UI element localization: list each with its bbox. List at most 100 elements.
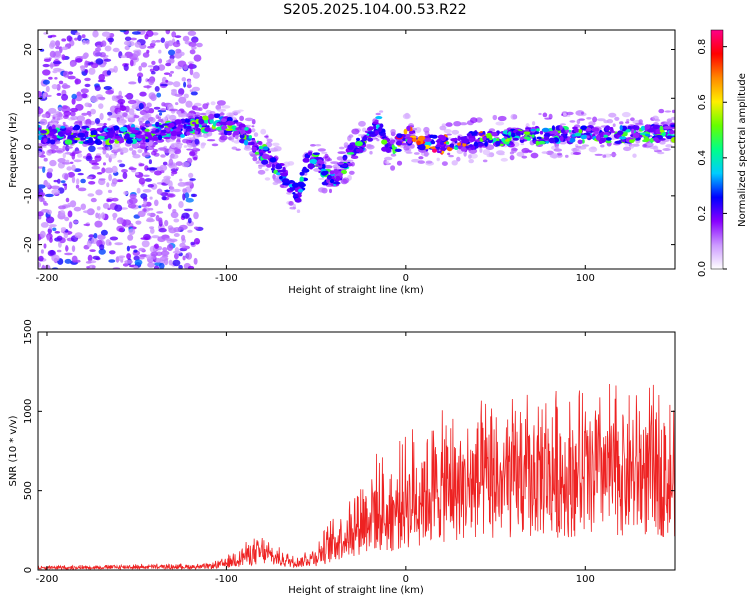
spectrogram-noise-blob (103, 122, 107, 126)
spectrogram-band-blob (97, 135, 105, 140)
spectrogram-band-blob (436, 150, 442, 154)
spectrogram-noise-blob (96, 206, 101, 211)
spectrogram-halo-blob (193, 102, 202, 107)
spectrogram-band-blob (74, 137, 81, 141)
spectrogram-noise-blob (111, 178, 118, 185)
spectrogram-band-blob (165, 126, 171, 132)
spectrogram-noise-blob (120, 55, 127, 58)
spectrogram-band-blob (80, 137, 87, 141)
spectrogram-band-blob (204, 127, 211, 132)
spectrogram-band-blob (208, 113, 215, 120)
spectrogram-noise-blob (123, 40, 130, 46)
spectrogram-band-blob (621, 139, 626, 143)
spectrogram-band-blob (531, 134, 535, 138)
spectrogram-noise-blob (65, 244, 69, 252)
spectrogram-noise-blob (193, 54, 202, 62)
spectrogram-noise-blob (43, 202, 49, 206)
spectrogram-halo-blob (62, 121, 66, 126)
spectrogram-band-blob (64, 139, 73, 145)
spectrogram-halo-blob (317, 148, 326, 152)
spectrogram-band-blob (239, 133, 245, 139)
spectrogram-band-blob (125, 139, 133, 144)
spectrogram-band-blob (604, 125, 611, 132)
spectrogram-noise-blob (187, 61, 194, 65)
spectrogram-band-blob (596, 134, 601, 141)
spectrogram-noise-blob (185, 252, 193, 260)
spectrogram-noise-blob (48, 224, 57, 228)
spectrogram-noise-blob (92, 50, 101, 57)
spectrogram-halo-blob (588, 121, 596, 126)
spectrogram-noise-blob (116, 179, 124, 183)
spectrogram-band-blob (201, 115, 209, 121)
spectrogram-band-blob (95, 127, 103, 132)
spectrogram-noise-blob (118, 90, 122, 97)
spectrogram-band-blob (449, 143, 455, 148)
spectrogram-band-blob (148, 136, 154, 140)
spectrogram-noise-blob (155, 258, 161, 263)
spectrogram-band-blob (327, 174, 332, 180)
colorbar-tick-label: 0.0 (697, 261, 708, 277)
spectrogram-noise-blob (61, 54, 66, 61)
spectrogram-noise-blob (128, 197, 138, 204)
spectrogram-noise-blob (116, 95, 124, 100)
spectrogram-band-blob (49, 139, 56, 145)
spectrogram-noise-blob (42, 69, 51, 76)
spectrogram-band-blob (445, 141, 450, 145)
spectrogram-band-blob (84, 132, 89, 138)
spectrogram-noise-blob (150, 251, 158, 257)
spectrogram-noise-blob (160, 154, 166, 158)
spectrogram-halo-blob (516, 151, 525, 157)
spectrogram-noise-blob (51, 84, 58, 90)
spectrogram-noise-blob (67, 210, 73, 218)
spectrogram-noise-blob (137, 149, 143, 154)
spectrogram-noise-blob (45, 94, 52, 98)
spectrogram-halo-blob (70, 111, 76, 117)
spectrogram-noise-blob (181, 212, 190, 219)
spectrogram-band-blob (72, 126, 78, 131)
spectrogram-band-blob (404, 133, 412, 138)
spectrogram-band-blob (162, 123, 169, 126)
spectrogram-band-blob (214, 113, 221, 117)
spectrogram-band-blob (157, 134, 163, 141)
spectrogram-halo-blob (186, 148, 193, 151)
spectrogram-noise-blob (164, 41, 170, 49)
spectrogram-noise-blob (81, 34, 86, 39)
spectrogram-noise-blob (156, 92, 162, 98)
spectrogram-halo-blob (255, 161, 260, 164)
spectrogram-band-blob (312, 152, 320, 155)
spectrogram-noise-blob (107, 189, 113, 194)
spectrogram-band-blob (381, 139, 388, 145)
x-tick-label: -200 (36, 574, 59, 585)
spectrogram-band-blob (124, 133, 130, 139)
spectrogram-halo-blob (237, 109, 244, 112)
spectrogram-halo-blob (351, 128, 360, 135)
spectrogram-noise-blob (177, 182, 187, 187)
spectrogram-halo-blob (538, 112, 542, 116)
spectrogram-noise-blob (130, 37, 137, 41)
spectrogram-noise-blob (71, 98, 76, 105)
spectrogram-band-blob (307, 163, 315, 170)
spectrogram-halo-blob (162, 116, 167, 122)
spectrogram-noise-blob (192, 86, 200, 92)
spectrogram-band-blob (358, 148, 364, 153)
spectrogram-halo-blob (340, 178, 348, 185)
spectrogram-band-blob (342, 157, 347, 161)
spectrogram-noise-blob (88, 145, 96, 153)
spectrogram-halo-blob (642, 144, 647, 148)
spectrogram-halo-blob (390, 153, 397, 157)
spectrogram-noise-blob (84, 83, 91, 88)
spectrogram-noise-blob (138, 205, 142, 209)
spectrogram-band-blob (90, 130, 94, 136)
spectrogram-noise-blob (39, 118, 48, 126)
spectrogram-band-blob (491, 131, 498, 137)
spectrogram-band-blob (291, 182, 300, 188)
spectrogram-noise-blob (49, 249, 55, 256)
spectrogram-halo-blob (456, 156, 461, 162)
spectrogram-noise-blob (62, 161, 71, 165)
spectrogram-band-blob (603, 134, 608, 138)
spectrogram-band-blob (653, 137, 659, 142)
spectrogram-halo-blob (630, 117, 635, 122)
spectrogram-halo-blob (179, 113, 186, 118)
spectrogram-band-blob (159, 132, 165, 136)
spectrogram-band-blob (461, 138, 470, 144)
